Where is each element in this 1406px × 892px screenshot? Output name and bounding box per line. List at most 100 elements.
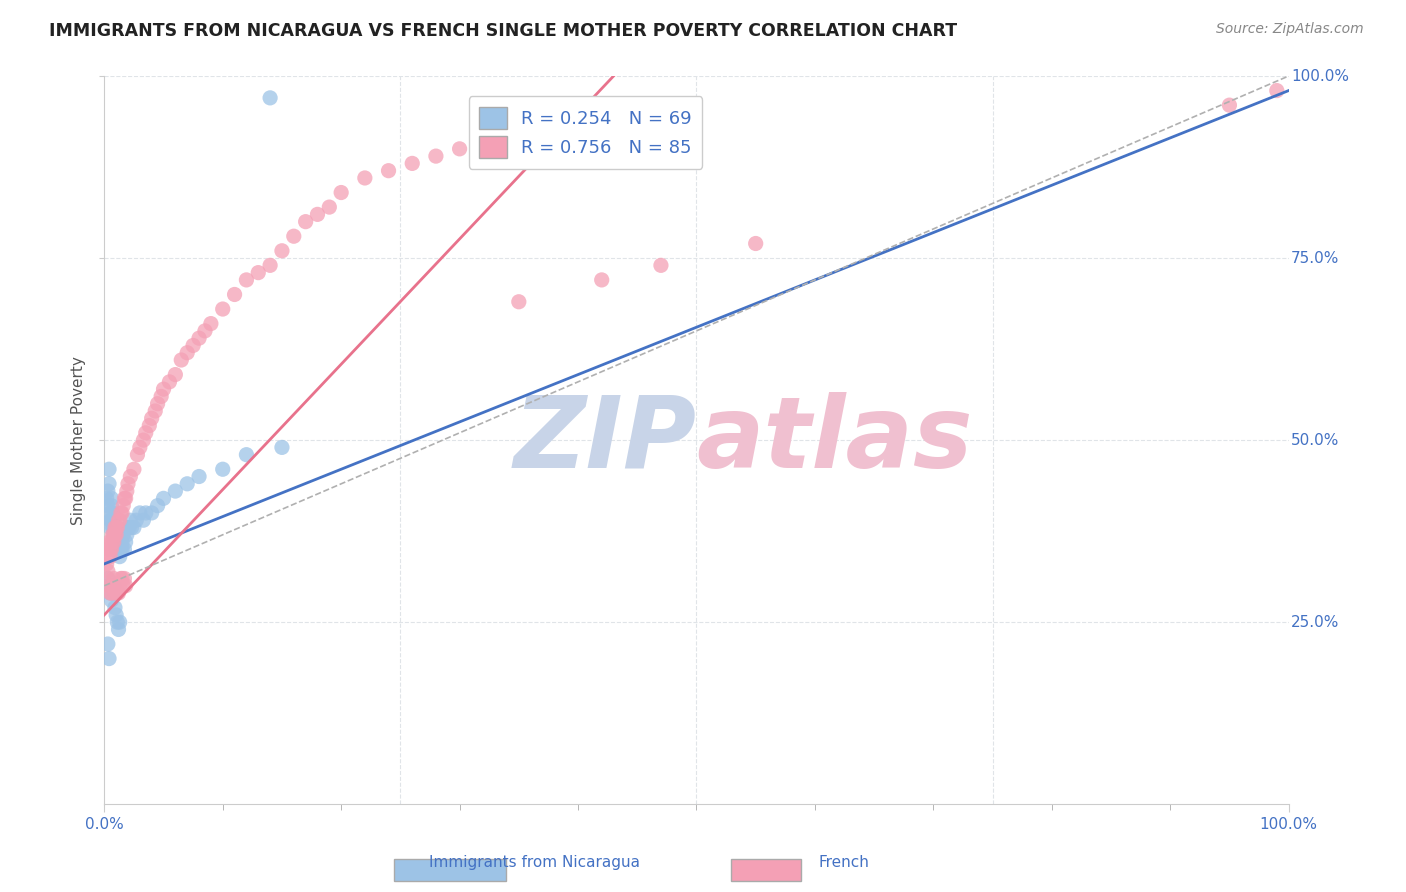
Text: 100.0%: 100.0% bbox=[1291, 69, 1348, 84]
Text: French: French bbox=[818, 855, 869, 870]
Point bbox=[112, 579, 135, 593]
Point bbox=[98, 476, 121, 491]
Point bbox=[121, 520, 143, 534]
Point bbox=[98, 586, 121, 600]
Point bbox=[135, 425, 157, 440]
Point bbox=[104, 535, 127, 549]
Point bbox=[105, 586, 128, 600]
Point bbox=[97, 484, 120, 499]
Point bbox=[235, 448, 257, 462]
Point bbox=[247, 266, 270, 280]
Point bbox=[143, 404, 166, 418]
Point bbox=[112, 491, 135, 506]
Point bbox=[152, 491, 174, 506]
Point bbox=[650, 258, 672, 272]
Point bbox=[115, 528, 138, 542]
Point bbox=[591, 273, 613, 287]
Point bbox=[111, 542, 134, 557]
Point bbox=[117, 476, 139, 491]
Point bbox=[170, 353, 193, 368]
Point bbox=[97, 572, 120, 586]
Text: atlas: atlas bbox=[696, 392, 973, 489]
Point bbox=[744, 236, 766, 251]
Point bbox=[97, 637, 120, 651]
Point bbox=[132, 513, 155, 527]
Point bbox=[100, 542, 122, 557]
Point bbox=[107, 586, 129, 600]
Point bbox=[98, 520, 121, 534]
Point bbox=[111, 572, 134, 586]
Point bbox=[105, 520, 128, 534]
Point bbox=[159, 375, 181, 389]
Point bbox=[103, 520, 125, 534]
Point bbox=[107, 513, 129, 527]
Point bbox=[150, 389, 173, 403]
Point bbox=[127, 448, 149, 462]
Point bbox=[108, 549, 131, 564]
Point bbox=[98, 579, 121, 593]
Point bbox=[103, 579, 125, 593]
Point bbox=[194, 324, 217, 338]
Point bbox=[111, 535, 134, 549]
Point bbox=[104, 528, 127, 542]
Point bbox=[271, 441, 294, 455]
Point bbox=[112, 542, 135, 557]
Point bbox=[122, 520, 145, 534]
Point bbox=[100, 586, 122, 600]
Point bbox=[318, 200, 340, 214]
Point bbox=[105, 615, 128, 629]
Point bbox=[211, 301, 233, 316]
Point bbox=[105, 607, 128, 622]
Point bbox=[146, 397, 169, 411]
Point bbox=[101, 579, 124, 593]
Point bbox=[100, 499, 122, 513]
Point bbox=[224, 287, 246, 301]
Point bbox=[101, 520, 124, 534]
Point bbox=[104, 520, 127, 534]
Point bbox=[105, 520, 128, 534]
Point bbox=[98, 462, 121, 476]
Point bbox=[98, 542, 121, 557]
Point bbox=[107, 528, 129, 542]
Y-axis label: Single Mother Poverty: Single Mother Poverty bbox=[72, 356, 86, 524]
Point bbox=[259, 91, 281, 105]
Text: 25.0%: 25.0% bbox=[1291, 615, 1340, 630]
Point bbox=[132, 433, 155, 447]
Point bbox=[100, 491, 122, 506]
Point bbox=[98, 549, 121, 564]
Point bbox=[330, 186, 353, 200]
Point bbox=[103, 528, 125, 542]
Point bbox=[135, 506, 157, 520]
Point bbox=[104, 528, 127, 542]
Point bbox=[101, 586, 124, 600]
Point bbox=[105, 535, 128, 549]
Point bbox=[188, 469, 211, 483]
Point bbox=[101, 528, 124, 542]
Point bbox=[108, 615, 131, 629]
Point bbox=[353, 171, 375, 186]
Point bbox=[120, 513, 142, 527]
Point bbox=[98, 586, 121, 600]
Point bbox=[146, 499, 169, 513]
Point bbox=[98, 651, 121, 665]
Point bbox=[97, 564, 120, 578]
Point bbox=[100, 535, 122, 549]
Point bbox=[294, 214, 316, 228]
Point bbox=[103, 528, 125, 542]
Point bbox=[105, 535, 128, 549]
Legend: R = 0.254   N = 69, R = 0.756   N = 85: R = 0.254 N = 69, R = 0.756 N = 85 bbox=[468, 96, 703, 169]
Point bbox=[118, 520, 141, 534]
Text: 50.0%: 50.0% bbox=[1291, 433, 1340, 448]
Point bbox=[104, 586, 127, 600]
Point bbox=[128, 441, 150, 455]
Point bbox=[98, 513, 121, 527]
Text: 75.0%: 75.0% bbox=[1291, 251, 1340, 266]
Point bbox=[125, 513, 148, 527]
Point bbox=[96, 491, 118, 506]
Point bbox=[141, 506, 163, 520]
Point bbox=[449, 142, 471, 156]
Point bbox=[97, 549, 120, 564]
Point bbox=[107, 542, 129, 557]
Point bbox=[508, 294, 530, 309]
Point bbox=[141, 411, 163, 425]
